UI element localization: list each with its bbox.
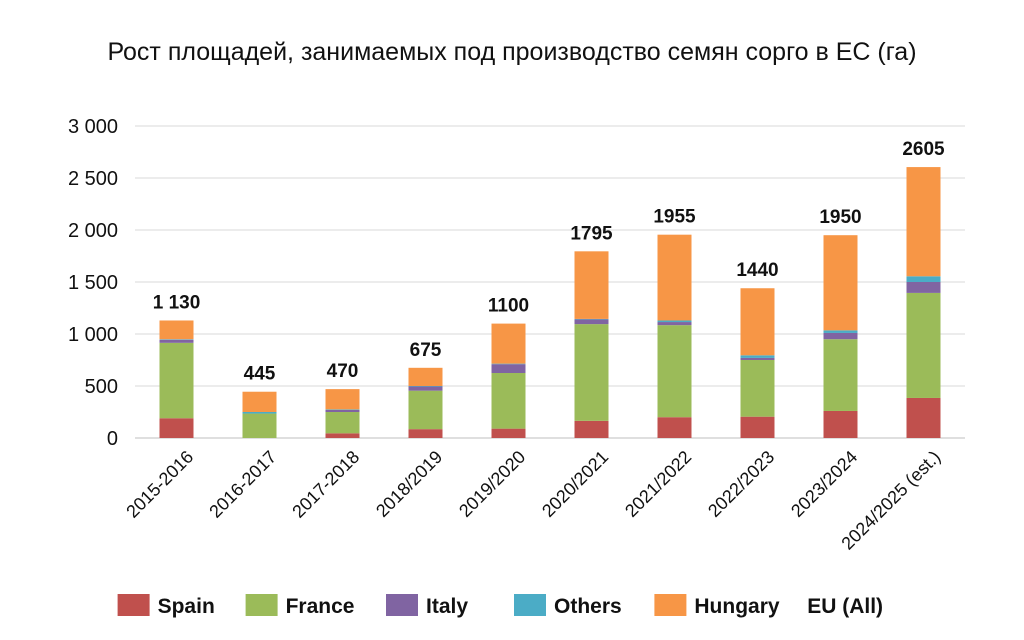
legend-swatch-spain: [117, 594, 150, 616]
legend-label: Spain: [158, 595, 215, 618]
bar-segment-france: [159, 342, 194, 419]
total-label: 675: [410, 340, 442, 361]
bar-segment-france: [574, 324, 609, 421]
y-tick-label: 2 000: [68, 220, 118, 242]
bar-segment-hungary: [574, 251, 609, 319]
y-tick-label: 3 000: [68, 116, 118, 138]
y-tick-label: 2 500: [68, 168, 118, 190]
bar-segment-italy: [657, 322, 692, 326]
legend-label: Others: [554, 595, 622, 618]
chart-title: Рост площадей, занимаемых под производст…: [107, 38, 917, 66]
bar-segment-france: [408, 390, 443, 430]
total-label: 470: [327, 361, 359, 382]
bar-segment-spain: [408, 429, 443, 438]
bar-segment-france: [491, 373, 526, 429]
total-label: 1440: [736, 260, 778, 281]
bar-segment-italy: [159, 339, 194, 343]
bar-segment-italy: [823, 332, 858, 340]
x-tick-label: 2019/2020: [455, 447, 529, 521]
x-tick-label: 2018/2019: [372, 447, 446, 521]
bar-segment-italy: [740, 357, 775, 360]
x-tick-label: 2023/2024: [787, 447, 861, 521]
legend-label: EU (All): [807, 595, 883, 618]
bar-segment-others: [574, 318, 609, 320]
x-tick-label: 2016-2017: [205, 447, 280, 522]
total-labels: 1 130 445 470 675 1100 1795 1955 1440 1950 2605: [153, 139, 945, 385]
bar-segment-hungary: [159, 320, 194, 340]
total-label: 1950: [819, 207, 861, 228]
bar-segment-hungary: [325, 389, 360, 410]
bar-segment-italy: [491, 364, 526, 373]
bar-segment-italy: [574, 319, 609, 325]
bar-segment-france: [325, 412, 360, 434]
legend: Spain France Italy Others Hungary EU (All): [117, 594, 883, 618]
x-tick-label: 2017-2018: [288, 447, 363, 522]
bar-segment-hungary: [906, 167, 941, 277]
y-axis-ticks: 0 500 1 000 1 500 2 000 2 500 3 000: [68, 116, 118, 450]
y-tick-label: 1 500: [68, 272, 118, 294]
x-tick-label: 2020/2021: [538, 447, 612, 521]
bar-segment-others: [242, 412, 277, 414]
bar-segment-spain: [491, 428, 526, 438]
y-tick-label: 500: [85, 376, 118, 398]
bar-segment-others: [159, 339, 194, 340]
legend-swatch-hungary: [654, 594, 687, 616]
bar-segment-hungary: [740, 288, 775, 356]
bar-segment-hungary: [823, 235, 858, 331]
x-tick-label: 2015-2016: [122, 447, 197, 522]
total-label: 1100: [488, 296, 529, 317]
bar-segment-italy: [906, 282, 941, 293]
bar-segment-others: [408, 386, 443, 387]
bar-segment-others: [740, 355, 775, 358]
bar-segment-others: [823, 330, 858, 333]
legend-label: France: [286, 595, 355, 618]
bar-segment-hungary: [242, 391, 277, 412]
bar-segment-spain: [740, 416, 775, 438]
bar-segment-hungary: [657, 234, 692, 321]
total-label: 1 130: [153, 292, 201, 313]
legend-swatch-others: [514, 594, 546, 616]
bar-segment-france: [906, 292, 941, 398]
y-tick-label: 0: [107, 428, 118, 450]
bars: [159, 167, 941, 438]
bar-segment-spain: [159, 418, 194, 438]
bar-segment-spain: [325, 433, 360, 438]
bar-segment-others: [657, 320, 692, 323]
bar-segment-spain: [574, 420, 609, 438]
bar-segment-hungary: [408, 367, 443, 386]
bar-segment-others: [325, 409, 360, 410]
total-label: 1955: [653, 207, 696, 228]
total-label: 2605: [902, 139, 945, 160]
legend-label: Italy: [426, 595, 468, 618]
bar-segment-france: [823, 339, 858, 411]
bar-segment-france: [657, 325, 692, 418]
bar-segment-spain: [906, 397, 941, 438]
bar-segment-others: [906, 276, 941, 282]
bar-segment-italy: [325, 409, 360, 412]
x-tick-label: 2022/2023: [704, 447, 778, 521]
x-axis-labels: 2015-2016 2016-2017 2017-2018 2018/2019 2019…: [122, 447, 944, 554]
bar-segment-spain: [657, 417, 692, 438]
bar-segment-france: [740, 360, 775, 417]
bar-segment-spain: [823, 410, 858, 438]
legend-swatch-italy: [386, 594, 418, 616]
bar-segment-others: [491, 363, 526, 365]
legend-swatch-france: [245, 594, 278, 616]
total-label: 445: [244, 364, 276, 385]
x-tick-label: 2021/2022: [621, 447, 695, 521]
bar-segment-italy: [408, 386, 443, 391]
total-label: 1795: [570, 223, 613, 244]
bar-segment-france: [242, 413, 277, 438]
legend-label: Hungary: [694, 595, 780, 618]
y-tick-label: 1 000: [68, 324, 118, 346]
bar-segment-hungary: [491, 323, 526, 364]
